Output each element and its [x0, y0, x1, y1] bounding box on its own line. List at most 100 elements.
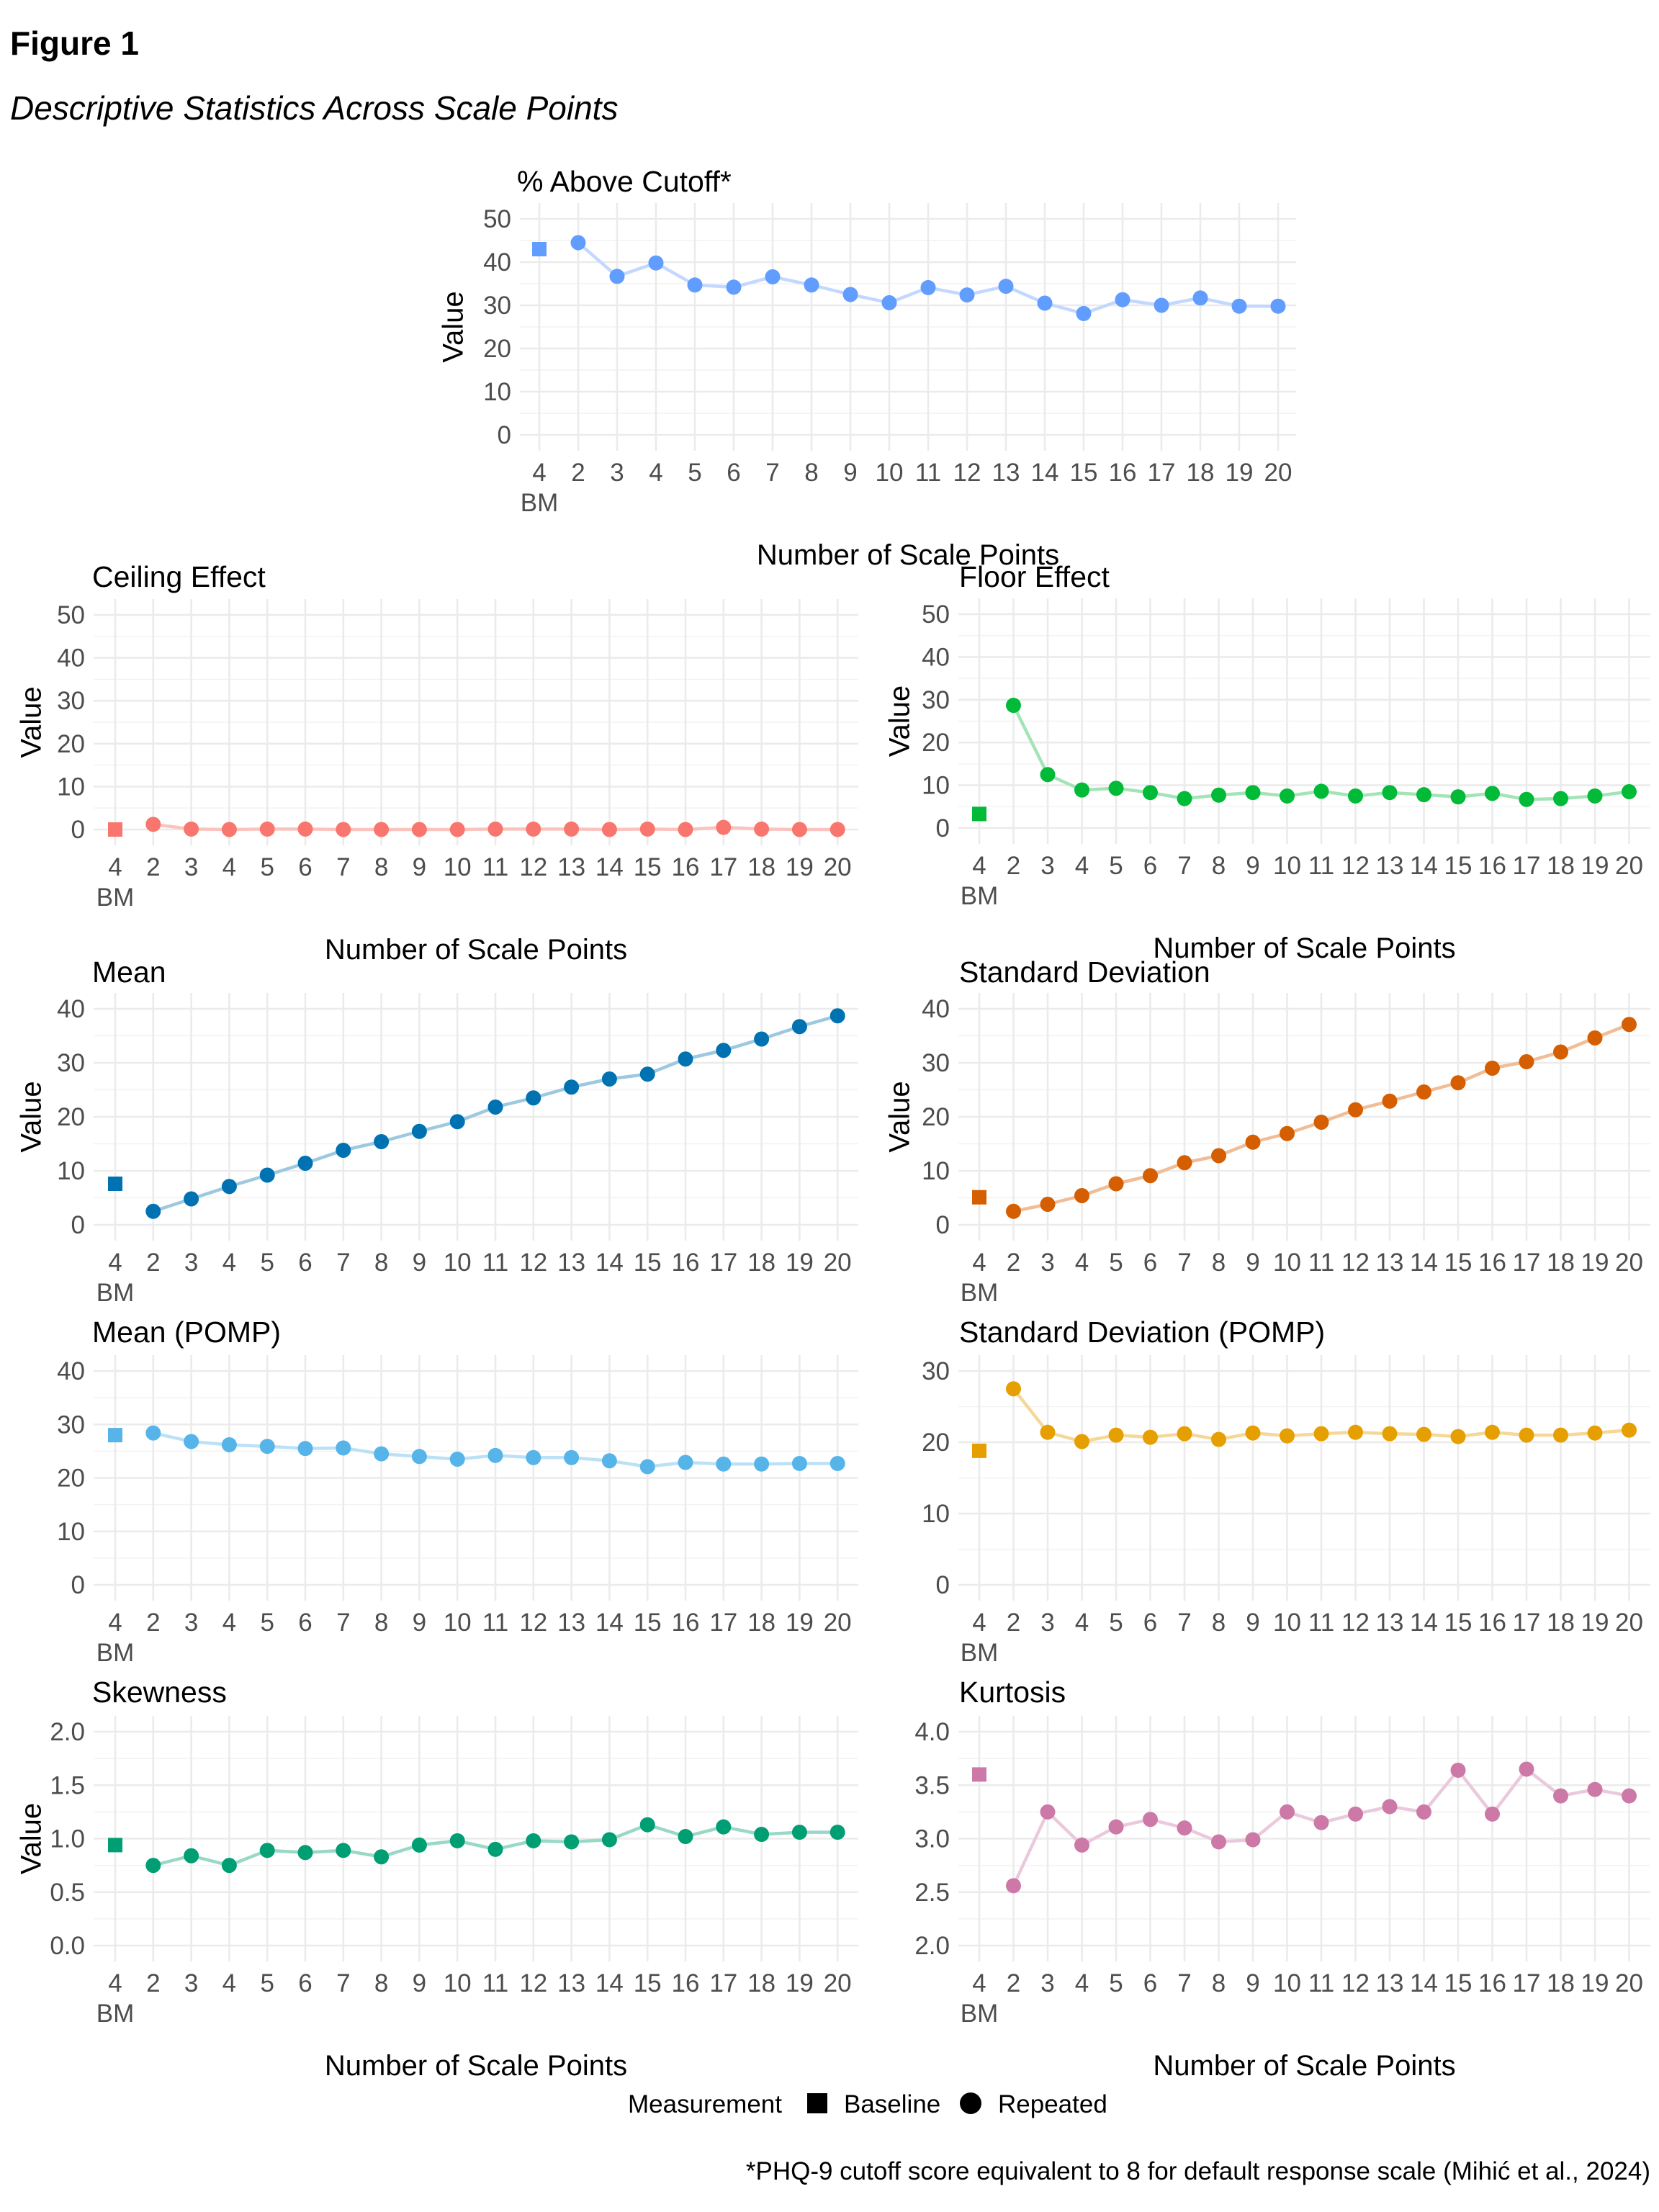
repeated-point [920, 279, 936, 295]
repeated-point [1553, 791, 1568, 806]
x-tick-label: 18 [1187, 459, 1215, 487]
repeated-point [830, 822, 845, 837]
x-tick-label: 13 [557, 853, 585, 881]
x-tick-label: 10 [444, 853, 472, 881]
repeated-point [1006, 1878, 1021, 1894]
repeated-point [754, 821, 770, 837]
repeated-point [1211, 1834, 1226, 1850]
repeated-point [716, 1043, 732, 1058]
y-tick-label: 3.0 [914, 1825, 950, 1853]
x-tick-label: 14 [595, 853, 624, 881]
repeated-point [1587, 788, 1603, 804]
x-tick-label: 17 [1513, 1249, 1541, 1277]
x-tick-label: 15 [1444, 1249, 1473, 1277]
y-tick-label: 30 [483, 292, 511, 320]
repeated-point [1211, 1431, 1226, 1447]
panel-title: Standard Deviation [959, 956, 1210, 989]
panel-title: Mean (POMP) [92, 1316, 281, 1349]
x-tick-label: 4 [108, 853, 122, 881]
repeated-point [564, 1079, 580, 1095]
panel-title: Standard Deviation (POMP) [959, 1316, 1325, 1349]
x-tick-label: 3 [1040, 1969, 1054, 1997]
repeated-point [1485, 1424, 1500, 1440]
x-tick-label: 19 [1581, 852, 1609, 880]
repeated-point [678, 822, 693, 837]
x-tick-label: 4 [1075, 1249, 1089, 1277]
x-tick-label: 8 [374, 853, 388, 881]
y-tick-label: 20 [922, 1103, 950, 1131]
y-axis-title: Value [884, 685, 916, 757]
y-tick-label: 20 [57, 1465, 85, 1493]
repeated-point [716, 1819, 732, 1835]
x-tick-label: 20 [824, 1609, 852, 1637]
baseline-point [108, 1428, 122, 1443]
repeated-point [791, 1019, 807, 1035]
repeated-point [1622, 1422, 1637, 1438]
y-tick-label: 20 [922, 1429, 950, 1457]
repeated-point [1040, 767, 1056, 783]
repeated-point [1416, 1426, 1431, 1442]
x-tick-label: 8 [374, 1969, 388, 1997]
x-tick-label: 6 [1143, 1969, 1157, 1997]
x-tick-label: 7 [1177, 1249, 1191, 1277]
x-tick-label: 9 [1246, 1249, 1259, 1277]
x-tick-sublabel: BM [961, 2000, 999, 2028]
x-tick-label: 12 [519, 1249, 547, 1277]
repeated-point [639, 1817, 655, 1833]
y-tick-label: 10 [57, 1518, 85, 1546]
x-tick-label: 4 [222, 853, 236, 881]
x-tick-label: 10 [1273, 852, 1301, 880]
y-tick-label: 40 [57, 1357, 85, 1385]
repeated-point [1270, 298, 1286, 314]
repeated-point [1245, 1425, 1261, 1441]
x-tick-label: 14 [1410, 1969, 1438, 1997]
repeated-point [411, 1837, 427, 1853]
repeated-point [1553, 1427, 1568, 1443]
y-tick-label: 1.0 [50, 1825, 85, 1853]
x-tick-label: 15 [634, 853, 662, 881]
x-tick-label: 16 [672, 1609, 700, 1637]
y-tick-label: 50 [922, 601, 950, 629]
repeated-point [487, 821, 503, 837]
repeated-point [487, 1841, 503, 1857]
repeated-point [1177, 1820, 1192, 1836]
x-tick-label: 16 [1478, 852, 1506, 880]
x-tick-label: 7 [336, 1969, 350, 1997]
y-tick-label: 0 [936, 814, 950, 842]
x-tick-sublabel: BM [96, 884, 135, 912]
x-tick-label: 19 [786, 1249, 814, 1277]
repeated-point [184, 1848, 199, 1863]
repeated-point [259, 1439, 275, 1455]
x-tick-label: 17 [1148, 459, 1176, 487]
x-tick-sublabel: BM [96, 1279, 135, 1307]
legend-repeated-label: Repeated [998, 2090, 1107, 2118]
x-tick-label: 2 [571, 459, 585, 487]
repeated-point [1108, 781, 1124, 796]
x-tick-sublabel: BM [961, 1639, 999, 1667]
repeated-point [1143, 1812, 1158, 1827]
y-tick-label: 2.0 [914, 1932, 950, 1960]
y-tick-label: 3.5 [914, 1771, 950, 1799]
x-tick-label: 11 [1308, 1969, 1334, 1997]
x-tick-label: 17 [709, 853, 737, 881]
y-tick-label: 10 [483, 378, 511, 406]
x-tick-label: 7 [336, 1249, 350, 1277]
x-tick-label: 7 [336, 853, 350, 881]
repeated-point [1143, 1429, 1158, 1445]
repeated-point [1382, 1426, 1398, 1442]
repeated-point [1416, 787, 1431, 803]
x-tick-label: 5 [688, 459, 701, 487]
repeated-point [1519, 1761, 1534, 1777]
x-tick-label: 8 [1212, 852, 1226, 880]
y-tick-label: 2.5 [914, 1879, 950, 1907]
x-tick-label: 15 [1444, 852, 1473, 880]
repeated-point [1108, 1819, 1124, 1835]
figure-title: Descriptive Statistics Across Scale Poin… [10, 89, 618, 127]
x-tick-label: 10 [1273, 1969, 1301, 1997]
x-tick-label: 11 [1308, 1249, 1334, 1277]
x-tick-label: 20 [1615, 852, 1643, 880]
x-tick-label: 5 [260, 1249, 274, 1277]
repeated-point [1006, 698, 1021, 714]
